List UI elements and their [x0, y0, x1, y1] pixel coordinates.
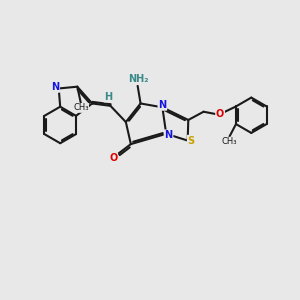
Text: O: O [216, 109, 224, 119]
Text: H: H [104, 92, 112, 102]
Text: S: S [188, 136, 195, 146]
Text: O: O [109, 153, 117, 163]
Text: N: N [158, 100, 166, 110]
Text: CH₃: CH₃ [221, 137, 237, 146]
Text: N: N [164, 130, 172, 140]
Text: N: N [51, 82, 59, 92]
Text: CH₃: CH₃ [73, 103, 88, 112]
Text: NH₂: NH₂ [128, 74, 148, 84]
